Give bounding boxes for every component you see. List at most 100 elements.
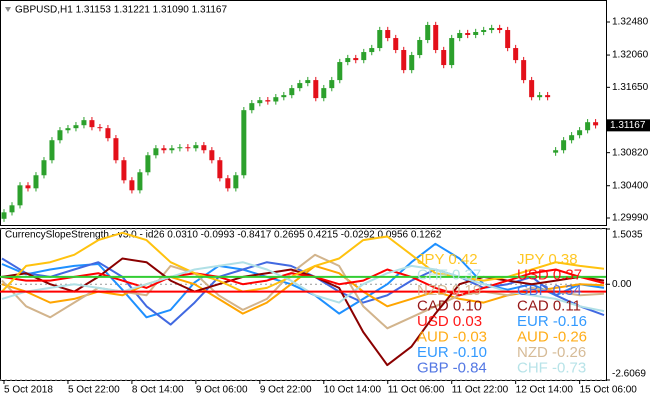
x-tick-label: 11 Oct 06:00 (388, 385, 445, 396)
strength-label: AUD -0.03 (417, 328, 487, 345)
price-pane-frame (0, 0, 607, 226)
candle-body (209, 150, 215, 161)
candle-body (577, 130, 583, 136)
x-tick-label: 11 Oct 22:00 (452, 385, 509, 396)
strength-label: AUD -0.26 (517, 328, 587, 345)
candle-body (553, 150, 559, 153)
candle-body (377, 30, 383, 49)
candle-body (297, 83, 303, 89)
x-tick-label: 9 Oct 22:00 (260, 385, 312, 396)
y-tick-label: 1.29990 (612, 213, 649, 224)
candle-body (129, 180, 135, 191)
candle-body (561, 140, 567, 151)
candle-body (217, 160, 223, 179)
candle-body (97, 127, 103, 129)
candle-body (73, 125, 79, 129)
candle-body (177, 147, 183, 149)
candle-body (249, 103, 255, 111)
candle-body (273, 97, 279, 102)
x-tick-label: 8 Oct 14:00 (132, 385, 184, 396)
candle-body (201, 145, 207, 151)
candle-body (497, 27, 503, 31)
strength-label: EUR -0.10 (417, 344, 487, 361)
candle-body (489, 27, 495, 31)
y-tick-label: 1.32480 (612, 17, 649, 28)
candle-body (25, 185, 31, 189)
strength-label: GBP 0.34 (517, 282, 582, 299)
indicator-title: CurrencySlopeStrength - v3.0 - id26 0.03… (5, 230, 442, 241)
candle-body (513, 48, 519, 61)
candle-body (49, 140, 55, 161)
candle-body (289, 88, 295, 96)
x-tick-label: 5 Oct 2018 (4, 385, 53, 396)
strength-line (1, 268, 605, 297)
candle-body (89, 120, 95, 128)
candle-body (1, 212, 7, 219)
strength-label: NZD -0.26 (517, 344, 586, 361)
candle-body (329, 80, 335, 89)
strength-line (1, 261, 605, 313)
y-tick-label: 1.5035 (612, 230, 643, 241)
candle-body (401, 50, 407, 71)
candle-body (41, 160, 47, 176)
strength-label: JPY 0.42 (417, 251, 478, 268)
candle-body (193, 145, 199, 149)
candle-body (537, 95, 543, 98)
last-price-label: 1.31167 (610, 120, 646, 131)
last-price-box (607, 119, 650, 132)
candle-body (225, 178, 231, 189)
strength-label: JPY 0.38 (517, 251, 578, 268)
candle-body (417, 40, 423, 56)
candle-body (585, 122, 591, 131)
strength-label: USD 0.03 (417, 313, 482, 330)
y-tick-label: 1.31650 (612, 82, 649, 93)
candle-body (185, 147, 191, 149)
candle-body (57, 130, 63, 141)
candle-body (441, 50, 447, 66)
candle-body (465, 33, 471, 35)
strength-label: GBP -0.84 (417, 359, 487, 376)
candle-body (241, 110, 247, 176)
candle-body (529, 80, 535, 98)
x-tick-label: 15 Oct 06:00 (580, 385, 638, 396)
candle-body (409, 55, 415, 71)
candle-body (545, 95, 551, 98)
candle-body (305, 80, 311, 84)
candle-body (353, 58, 359, 61)
candle-body (393, 38, 399, 51)
candle-body (81, 120, 87, 126)
candle-body (505, 30, 511, 49)
x-tick-label: 12 Oct 14:00 (516, 385, 574, 396)
candle-body (473, 31, 479, 35)
candle-body (145, 155, 151, 173)
candle-body (521, 60, 527, 81)
candle-body (153, 148, 159, 156)
strength-label: NZD 0.19 (417, 282, 481, 299)
candle-body (337, 62, 343, 81)
symbol-icon (5, 7, 11, 12)
candle-body (33, 175, 39, 189)
candle-body (113, 138, 119, 161)
candle-body (233, 175, 239, 189)
candle-body (457, 33, 463, 39)
candle-body (593, 122, 599, 126)
strength-line (1, 242, 605, 319)
candle-body (313, 80, 319, 99)
candle-body (17, 185, 23, 206)
y-tick-label: -2.6069 (612, 369, 646, 380)
candle-body (321, 88, 327, 99)
x-tick-label: 5 Oct 22:00 (68, 385, 120, 396)
strength-label: EUR -0.16 (517, 313, 587, 330)
candle-body (257, 100, 263, 104)
candle-body (449, 38, 455, 66)
candle-body (369, 48, 375, 53)
candle-body (433, 24, 439, 51)
candle-body (265, 100, 271, 102)
indicator-pane-frame (0, 228, 607, 381)
candle-body (385, 30, 391, 39)
candle-body (361, 52, 367, 61)
candle-body (281, 95, 287, 98)
candle-body (65, 128, 71, 131)
